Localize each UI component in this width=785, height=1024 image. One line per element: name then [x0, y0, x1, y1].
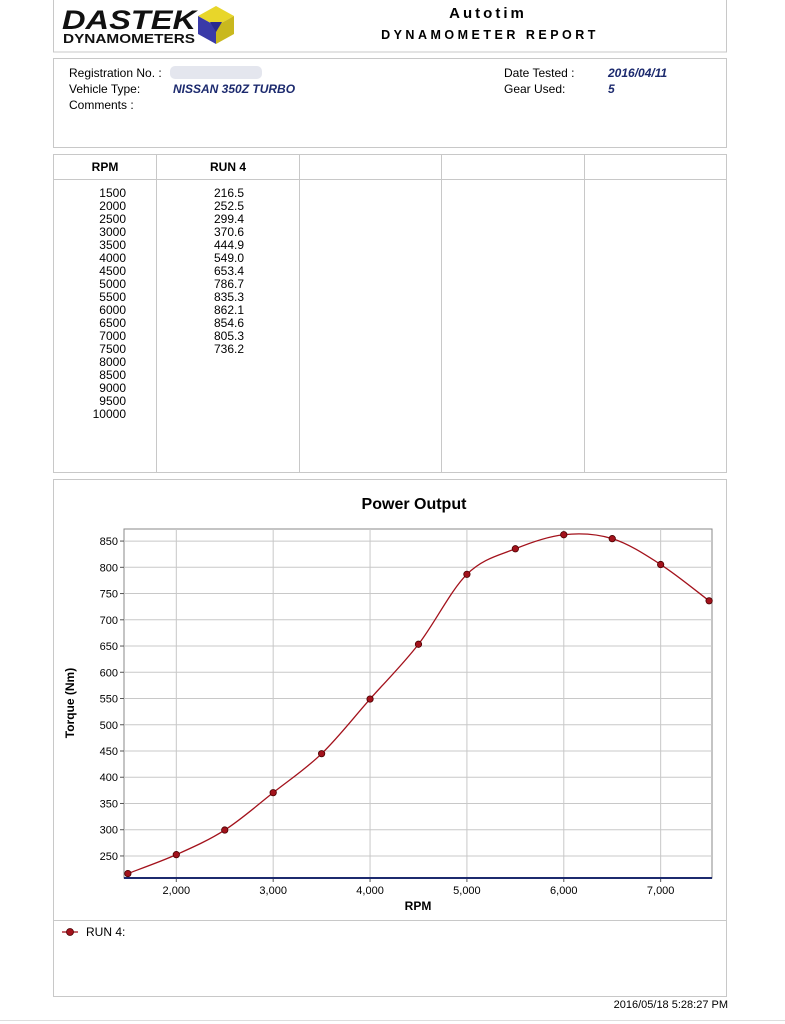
data-point: [657, 560, 665, 569]
run-cell: 736.2: [214, 342, 244, 356]
field-value: 5: [608, 82, 615, 96]
y-tick-label: 650: [100, 641, 118, 653]
data-point: [560, 531, 568, 539]
run-cell: 252.5: [214, 199, 244, 213]
run-cell: 653.4: [214, 264, 244, 278]
data-point: [124, 869, 132, 878]
rpm-cell: 2000: [99, 199, 126, 213]
rpm-cell: 3500: [99, 238, 126, 252]
rpm-cell: 9500: [99, 394, 126, 408]
report-subtitle: DYNAMOMETER REPORT: [381, 28, 599, 42]
rpm-cell: 6000: [99, 303, 126, 317]
plot: 250 300 350 400 450 500 550 600 650 700 750 800 850 2…: [100, 528, 713, 897]
data-point: [414, 640, 423, 648]
data-point: [172, 851, 180, 859]
field-value: NISSAN 350Z TURBO: [173, 82, 296, 96]
data-point: [318, 750, 326, 758]
field-label: Date Tested :: [504, 66, 575, 80]
rpm-cell: 4500: [99, 264, 126, 278]
rpm-cell: 10000: [93, 407, 127, 421]
run-cell: 854.6: [214, 316, 244, 330]
run-cell: 786.7: [214, 277, 244, 291]
y-tick-label: 850: [100, 536, 118, 548]
rpm-cell: 7500: [99, 342, 126, 356]
run-cell: 862.1: [214, 303, 244, 317]
x-tick-label: 6,000: [550, 885, 578, 897]
legend-marker: [66, 928, 74, 936]
rpm-cell: 3000: [99, 225, 126, 239]
field-label: Comments :: [69, 98, 134, 112]
data-point: [366, 695, 374, 703]
x-tick-label: 4,000: [356, 885, 384, 897]
run-cell: 299.4: [214, 212, 244, 226]
timestamp: 2016/05/18 5:28:27 PM: [614, 999, 728, 1011]
legend: RUN 4:: [62, 925, 125, 939]
data-point: [608, 535, 616, 543]
y-tick-label: 450: [100, 746, 118, 758]
y-tick-label: 600: [100, 667, 118, 679]
rpm-cell: 8000: [99, 355, 126, 369]
rpm-cell: 5000: [99, 277, 126, 291]
data-point: [705, 597, 713, 605]
run-cell: 835.3: [214, 290, 244, 304]
x-tick-label: 7,000: [647, 885, 675, 897]
y-tick-label: 800: [100, 562, 118, 574]
y-tick-label: 250: [100, 851, 118, 863]
table-rows: 1500200025003000350040004500500055006000…: [93, 186, 245, 421]
rpm-cell: 6500: [99, 316, 126, 330]
run-cell: 805.3: [214, 329, 244, 343]
field-label: Vehicle Type:: [69, 82, 140, 96]
plot-area: [123, 528, 713, 879]
field-value: 2016/04/11: [607, 66, 667, 80]
rpm-cell: 2500: [99, 212, 126, 226]
field-label: Registration No. :: [69, 66, 162, 80]
rpm-cell: 5500: [99, 290, 126, 304]
data-point: [221, 826, 229, 834]
logo-text: DASTEK: [62, 5, 199, 35]
chart-title: Power Output: [362, 496, 468, 513]
logo-cube: [198, 6, 234, 44]
x-axis-label: RPM: [405, 899, 432, 913]
redacted-value: [170, 66, 262, 79]
x-tick-label: 3,000: [259, 885, 287, 897]
data-point: [269, 789, 277, 797]
run-cell: 549.0: [214, 251, 244, 265]
report-title: Autotim: [449, 5, 527, 22]
rpm-cell: 4000: [99, 251, 126, 265]
column-header: RPM: [92, 160, 119, 174]
header-box: [53, 0, 727, 53]
run-cell: 370.6: [214, 225, 244, 239]
x-tick-label: 5,000: [453, 885, 481, 897]
data-point: [463, 570, 471, 578]
rpm-cell: 1500: [99, 186, 126, 200]
y-tick-label: 350: [100, 798, 118, 810]
y-tick-label: 550: [100, 694, 118, 706]
field-label: Gear Used:: [504, 82, 565, 96]
rpm-cell: 9000: [99, 381, 126, 395]
chart-box: [53, 479, 727, 997]
y-axis-label: Torque (Nm): [63, 668, 77, 738]
logo-subtext: DYNAMOMETERS: [63, 32, 195, 46]
info-box: [53, 58, 727, 148]
x-tick-label: 2,000: [163, 885, 191, 897]
run-cell: 216.5: [214, 186, 244, 200]
rpm-cell: 7000: [99, 329, 126, 343]
y-tick-label: 750: [100, 589, 118, 601]
rpm-cell: 8500: [99, 368, 126, 382]
y-tick-label: 400: [100, 772, 118, 784]
y-tick-label: 700: [100, 615, 118, 627]
y-tick-label: 300: [100, 825, 118, 837]
run-cell: 444.9: [214, 238, 244, 252]
y-tick-label: 500: [100, 720, 118, 732]
data-point: [511, 545, 519, 553]
column-header: RUN 4: [210, 160, 246, 174]
legend-label: RUN 4:: [86, 925, 125, 939]
table-box: [53, 154, 727, 473]
